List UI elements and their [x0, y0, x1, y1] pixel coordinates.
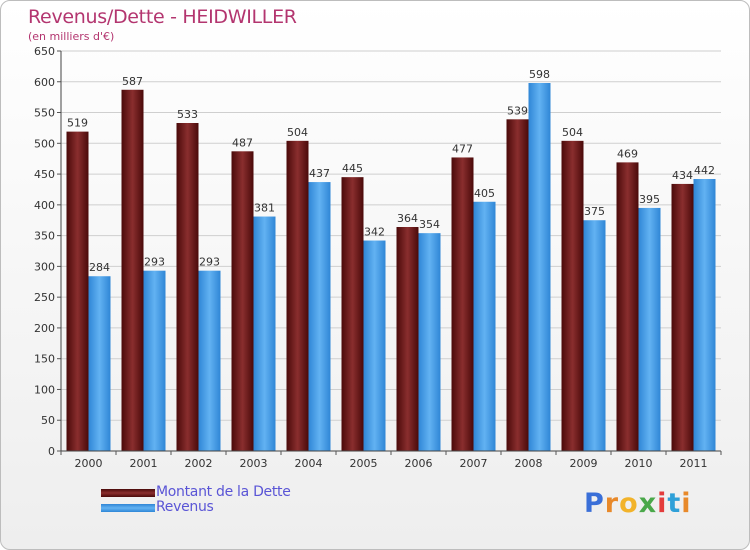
y-tick-label: 250 — [34, 291, 55, 304]
x-tick-label: 2004 — [295, 457, 323, 470]
chart-subtitle: (en milliers d'€) — [28, 30, 115, 43]
bar-revenus-2008 — [528, 83, 551, 451]
data-label-dette-2002: 533 — [177, 108, 198, 121]
data-label-revenus-2002: 293 — [199, 256, 220, 269]
bar-dette-2000 — [66, 131, 89, 451]
y-tick-label: 450 — [34, 168, 55, 181]
logo-letter: t — [667, 488, 682, 519]
x-tick-label: 2001 — [130, 457, 158, 470]
data-label-dette-2005: 445 — [342, 162, 363, 175]
legend-label-dette: Montant de la Dette — [156, 484, 291, 500]
data-label-dette-2003: 487 — [232, 136, 253, 149]
bar-revenus-2003 — [253, 216, 276, 451]
y-tick-label: 0 — [48, 445, 55, 458]
y-tick-label: 300 — [34, 260, 55, 273]
y-tick-label: 650 — [34, 45, 55, 58]
logo-letter: x — [638, 488, 658, 519]
data-label-dette-2001: 587 — [122, 75, 143, 88]
bar-dette-2003 — [231, 151, 254, 452]
bar-revenus-2007 — [473, 201, 496, 451]
data-label-dette-2004: 504 — [287, 126, 308, 139]
logo-letter: P — [584, 488, 605, 519]
logo-letter: i — [681, 488, 692, 519]
data-label-revenus-2007: 405 — [474, 187, 495, 200]
y-tick-label: 350 — [34, 230, 55, 243]
bar-dette-2002 — [176, 123, 199, 451]
logo-letter: i — [657, 488, 668, 519]
y-tick-label: 400 — [34, 199, 55, 212]
bar-revenus-2005 — [363, 240, 386, 451]
bars — [66, 83, 716, 452]
data-label-dette-2000: 519 — [67, 117, 88, 130]
x-tick-label: 2008 — [515, 457, 543, 470]
bar-dette-2006 — [396, 227, 419, 451]
x-tick-label: 2011 — [680, 457, 708, 470]
y-tick-label: 550 — [34, 107, 55, 120]
x-tick-label: 2005 — [350, 457, 378, 470]
bar-revenus-2010 — [638, 207, 661, 451]
x-tick-label: 2002 — [185, 457, 213, 470]
x-tick-label: 2000 — [75, 457, 103, 470]
y-tick-label: 150 — [34, 353, 55, 366]
data-label-dette-2006: 364 — [397, 212, 418, 225]
x-tick-label: 2009 — [570, 457, 598, 470]
data-label-revenus-2005: 342 — [364, 226, 385, 239]
bar-revenus-2011 — [693, 179, 716, 451]
x-axis: 2000 2001 2002 2003 2004 2005 2006 2007 2008 2009… — [60, 451, 722, 470]
y-tick-label: 100 — [34, 383, 55, 396]
bar-dette-2009 — [561, 140, 584, 451]
chart-title: Revenus/Dette - HEIDWILLER — [28, 6, 297, 28]
data-label-dette-2011: 434 — [672, 169, 693, 182]
bar-revenus-2002 — [198, 270, 221, 451]
bar-dette-2007 — [451, 157, 474, 451]
x-tick-label: 2010 — [625, 457, 653, 470]
bar-revenus-2009 — [583, 220, 606, 451]
bar-revenus-2000 — [88, 276, 111, 451]
y-axis: 0 50 100 150 200 250 300 350 400 450 500 550 600 650 — [34, 45, 61, 458]
data-label-revenus-2011: 442 — [694, 164, 715, 177]
legend-swatch-dette — [101, 489, 155, 497]
bar-revenus-2001 — [143, 270, 166, 451]
data-label-dette-2008: 539 — [507, 104, 528, 117]
x-tick-label: 2003 — [240, 457, 268, 470]
bar-revenus-2006 — [418, 233, 441, 451]
grid-lines — [61, 50, 721, 421]
data-label-revenus-2001: 293 — [144, 256, 165, 269]
data-label-dette-2010: 469 — [617, 147, 638, 160]
bar-revenus-2004 — [308, 182, 331, 452]
data-label-revenus-2010: 395 — [639, 193, 660, 206]
x-tick-label: 2006 — [405, 457, 433, 470]
data-label-revenus-2006: 354 — [419, 218, 440, 231]
y-tick-label: 500 — [34, 137, 55, 150]
logo-letter: o — [619, 488, 639, 519]
data-label-revenus-2004: 437 — [309, 167, 330, 180]
x-tick-label: 2007 — [460, 457, 488, 470]
data-label-revenus-2009: 375 — [584, 205, 605, 218]
bar-dette-2004 — [286, 140, 309, 451]
legend-label-revenus: Revenus — [156, 499, 214, 515]
proxiti-logo: Proxiti — [584, 488, 692, 519]
y-tick-label: 50 — [41, 414, 55, 427]
bar-dette-2010 — [616, 162, 639, 451]
data-label-revenus-2003: 381 — [254, 202, 275, 215]
bar-dette-2011 — [671, 183, 694, 451]
data-label-revenus-2008: 598 — [529, 68, 550, 81]
legend-swatch-revenus — [101, 504, 155, 512]
bar-dette-2008 — [506, 119, 529, 452]
bar-dette-2001 — [121, 89, 144, 452]
logo-letter: r — [604, 488, 620, 519]
data-label-dette-2007: 477 — [452, 142, 473, 155]
y-tick-label: 200 — [34, 322, 55, 335]
data-label-dette-2009: 504 — [562, 126, 583, 139]
data-label-revenus-2000: 284 — [89, 261, 110, 274]
bar-dette-2005 — [341, 177, 364, 451]
y-tick-label: 600 — [34, 76, 55, 89]
